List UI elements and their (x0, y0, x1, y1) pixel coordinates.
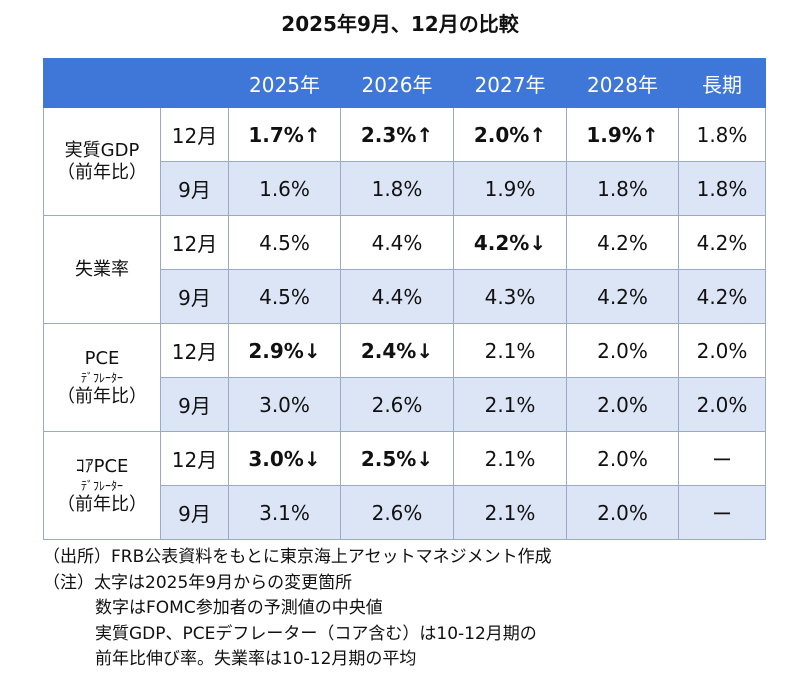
label-line: ﾃﾞﾌﾚｰﾀｰ (80, 478, 123, 493)
value-cell: 2.1% (453, 323, 567, 378)
month-cell: 12月 (160, 323, 229, 378)
table-row: ｺｱPCE ﾃﾞﾌﾚｰﾀｰ （前年比） 12月 3.0%↓ 2.5%↓ 2.1% 2.0% ー (43, 431, 766, 540)
month-cell: 9月 (160, 377, 229, 432)
value-cell: 4.5% (228, 215, 341, 270)
value-cell: 4.5% (228, 269, 341, 324)
value-cell: 1.8% (678, 107, 766, 162)
value-cell: 2.0% (566, 323, 679, 378)
label-line: 実質GDP (64, 139, 140, 161)
note-line: 実質GDP、PCEデフレーター（コア含む）は10-12月期の (95, 623, 537, 644)
header-blank (43, 58, 229, 108)
row-group-label: 失業率 (43, 215, 161, 324)
month-cell: 9月 (160, 161, 229, 216)
label-line: （前年比） (57, 385, 147, 407)
value-cell: 2.0% (566, 377, 679, 432)
value-cell: 2.0% (678, 377, 766, 432)
value-cell: 4.4% (340, 269, 454, 324)
value-cell: ー (678, 485, 766, 540)
month-cell: 9月 (160, 269, 229, 324)
value-cell: 2.0% (566, 485, 679, 540)
value-cell: 1.9%↑ (566, 107, 679, 162)
value-cell: 2.0% (566, 431, 679, 486)
value-cell: 2.6% (340, 485, 454, 540)
month-cell: 12月 (160, 215, 229, 270)
value-cell: 3.1% (228, 485, 341, 540)
note-line: 前年比伸び率。失業率は10-12月期の平均 (95, 649, 417, 669)
label-line: 失業率 (75, 258, 129, 280)
note-line: 数字はFOMC参加者の予測値の中央値 (95, 598, 383, 618)
value-cell: 4.3% (453, 269, 567, 324)
column-header: 2026年 (340, 58, 454, 108)
column-header: 2028年 (566, 58, 679, 108)
label-line: （前年比） (57, 493, 147, 515)
label-line: PCE (84, 347, 120, 369)
note-line: （出所）FRB公表資料をもとに東京海上アセットマネジメント作成 (43, 547, 552, 567)
table-row: 9月 4.5% 4.4% 4.3% 4.2% 4.2% (44, 269, 766, 324)
value-cell: 4.2% (566, 215, 679, 270)
value-cell: 1.9% (453, 161, 567, 216)
row-group-label: ｺｱPCE ﾃﾞﾌﾚｰﾀｰ （前年比） (43, 431, 161, 540)
month-cell: 12月 (160, 107, 229, 162)
row-group-label: 実質GDP （前年比） (43, 107, 161, 216)
value-cell: 2.1% (453, 377, 567, 432)
value-cell: 4.2% (566, 269, 679, 324)
table-row: 実質GDP （前年比） 12月 1.7%↑ 2.3%↑ 2.0%↑ 1.9%↑ 1.8% (43, 107, 766, 216)
label-line: ﾃﾞﾌﾚｰﾀｰ (80, 370, 123, 385)
value-cell: 4.2%↓ (453, 215, 567, 270)
value-cell: ー (678, 431, 766, 486)
value-cell: 4.2% (678, 215, 766, 270)
label-line: （前年比） (57, 161, 147, 183)
value-cell: 4.4% (340, 215, 454, 270)
month-cell: 12月 (160, 431, 229, 486)
value-cell: 3.0% (228, 377, 341, 432)
value-cell: 2.9%↓ (228, 323, 341, 378)
column-header: 長期 (678, 58, 766, 108)
label-line: ｺｱPCE (75, 455, 129, 477)
value-cell: 2.1% (453, 485, 567, 540)
value-cell: 1.8% (566, 161, 679, 216)
value-cell: 1.7%↑ (228, 107, 341, 162)
value-cell: 4.2% (678, 269, 766, 324)
value-cell: 2.1% (453, 431, 567, 486)
notes: （出所）FRB公表資料をもとに東京海上アセットマネジメント作成 （注）太字は202… (43, 545, 552, 673)
value-cell: 1.8% (678, 161, 766, 216)
value-cell: 1.6% (228, 161, 341, 216)
value-cell: 2.4%↓ (340, 323, 454, 378)
row-group-label: PCE ﾃﾞﾌﾚｰﾀｰ （前年比） (43, 323, 161, 432)
value-cell: 2.6% (340, 377, 454, 432)
note-line: （注）太字は2025年9月からの変更箇所 (43, 572, 353, 593)
title: 2025年9月、12月の比較 (281, 12, 519, 36)
value-cell: 2.3%↑ (340, 107, 454, 162)
column-header: 2025年 (228, 58, 341, 108)
value-cell: 2.5%↓ (340, 431, 454, 486)
comparison-table: 2025年 2026年 2027年 2028年 長期 実質GDP （前年比） 12月 1.7%… (43, 58, 766, 540)
header-row: 2025年 2026年 2027年 2028年 長期 (43, 58, 766, 108)
table-row: PCE ﾃﾞﾌﾚｰﾀｰ （前年比） 12月 2.9%↓ 2.4%↓ 2.1% 2.0% 2.0% (43, 323, 766, 432)
table-row: 9月 1.6% 1.8% 1.9% 1.8% 1.8% (44, 161, 766, 216)
table-row: 失業率 12月 4.5% 4.4% 4.2%↓ 4.2% 4.2% (43, 215, 766, 324)
value-cell: 2.0% (678, 323, 766, 378)
value-cell: 2.0%↑ (453, 107, 567, 162)
column-header: 2027年 (453, 58, 567, 108)
month-cell: 9月 (160, 485, 229, 540)
value-cell: 3.0%↓ (228, 431, 341, 486)
value-cell: 1.8% (340, 161, 454, 216)
table-row: 9月 3.1% 2.6% 2.1% 2.0% ー (44, 485, 766, 540)
